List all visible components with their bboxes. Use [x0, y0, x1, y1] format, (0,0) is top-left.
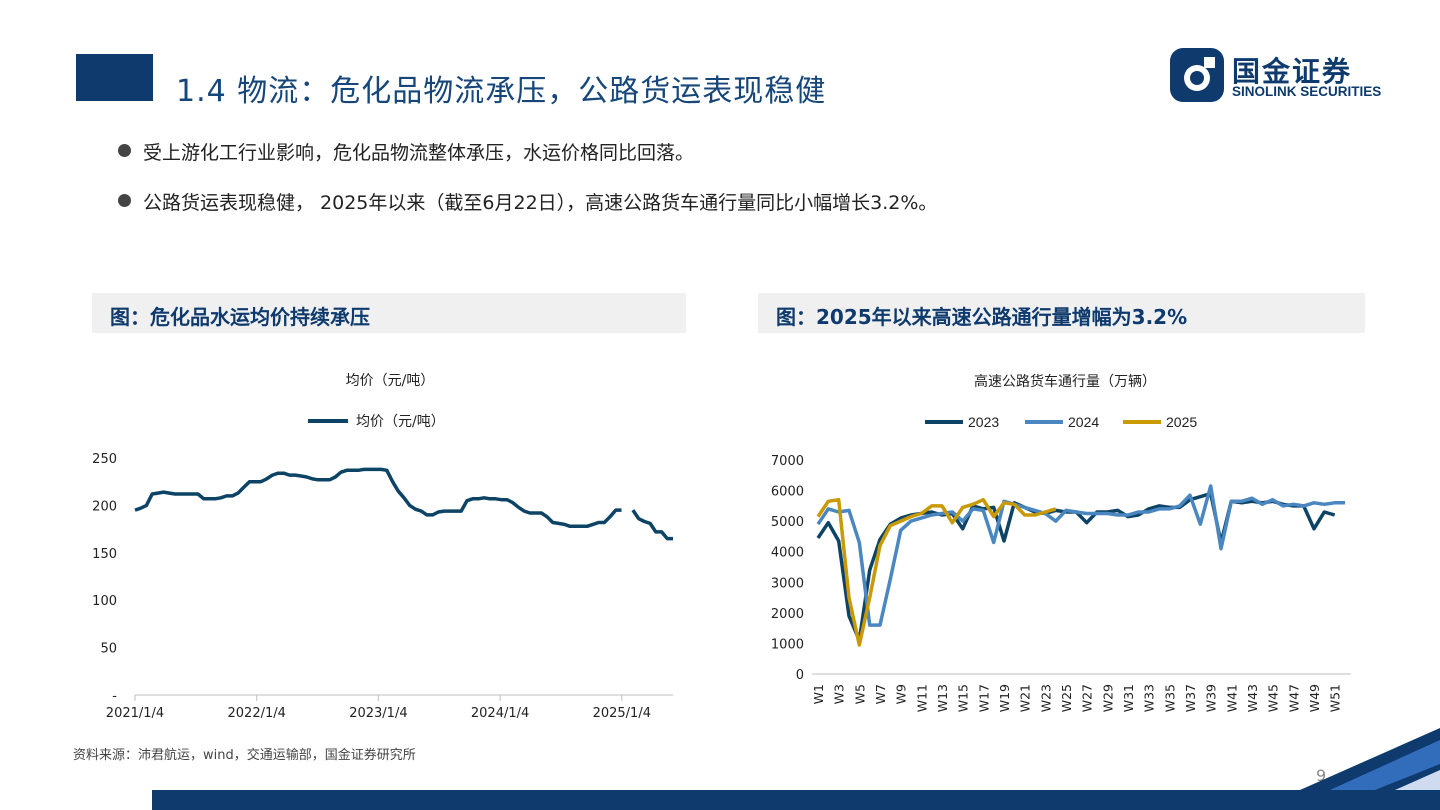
x-tick-label: W19 [997, 684, 1012, 712]
x-tick-label: W31 [1121, 684, 1136, 712]
y-tick-label: 6000 [771, 485, 804, 500]
legend-label: 2024 [1068, 414, 1099, 430]
logo-text-en: SINOLINK SECURITIES [1232, 84, 1382, 99]
logo-text-cn: 国金证券 [1232, 55, 1353, 88]
y-tick-label: - [112, 689, 117, 704]
bullet-text: 受上游化工行业影响，危化品物流整体承压，水运价格同比回落。 [143, 142, 695, 164]
x-tick-label: W21 [1018, 684, 1033, 712]
x-tick-label: W41 [1224, 684, 1239, 712]
y-tick-label: 1000 [771, 637, 804, 652]
y-tick-label: 250 [92, 452, 117, 467]
legend-label: 2025 [1166, 414, 1197, 430]
x-tick-label: W33 [1142, 684, 1157, 712]
right-chart-heading: 图：2025年以来高速公路通行量增幅为3.2% [758, 293, 1365, 333]
bullet-dot-icon [118, 194, 131, 207]
x-tick-label: W51 [1328, 684, 1343, 712]
series-line-2024 [816, 484, 1345, 627]
x-tick-label: W13 [935, 684, 950, 712]
x-tick-label: W1 [811, 684, 826, 704]
x-tick-label: 2024/1/4 [471, 706, 529, 721]
x-tick-label: W11 [914, 684, 929, 712]
x-tick-label: W27 [1080, 684, 1095, 712]
bullet-item: 受上游化工行业影响，危化品物流整体承压，水运价格同比回落。 [118, 138, 694, 165]
x-tick-label: 2025/1/4 [593, 706, 651, 721]
left-chart-heading-text: 图：危化品水运均价持续承压 [110, 305, 370, 329]
x-tick-label: W3 [832, 684, 847, 704]
y-tick-label: 4000 [771, 546, 804, 561]
traffic-line-chart: 高速公路货车通行量（万辆） 2023 2024 2025 0 1000 2000 3000 40… [771, 373, 1351, 712]
y-tick-label: 100 [92, 594, 117, 609]
x-tick-label: W23 [1038, 684, 1053, 712]
x-tick-label: W9 [894, 684, 909, 704]
x-tick-label: 2023/1/4 [349, 706, 407, 721]
x-tick-label: W5 [852, 684, 867, 704]
x-tick-label: 2022/1/4 [228, 706, 286, 721]
x-tick-label: W25 [1059, 684, 1074, 712]
chart-title: 高速公路货车通行量（万辆） [974, 373, 1156, 390]
chart-title: 均价（元/吨） [346, 373, 435, 389]
x-tick-label: W7 [873, 684, 888, 704]
legend-label: 2023 [968, 414, 999, 430]
y-tick-label: 200 [92, 499, 117, 514]
left-chart-heading: 图：危化品水运均价持续承压 [92, 293, 686, 333]
x-tick-label: 2021/1/4 [106, 706, 164, 721]
y-tick-label: 2000 [771, 607, 804, 622]
right-chart-heading-text: 图：2025年以来高速公路通行量增幅为3.2% [776, 305, 1188, 329]
price-line-chart: 均价（元/吨） 均价（元/吨） - 50 100 150 200 250 2021/1/4 202… [92, 373, 673, 721]
title-accent-block [76, 54, 153, 101]
x-tick-label: W43 [1245, 684, 1260, 712]
bullet-text: 公路货运表现稳健， 2025年以来（截至6月22日），高速公路货车通行量同比小幅… [143, 192, 938, 214]
y-tick-label: 0 [796, 668, 804, 683]
footer-band [152, 728, 1440, 810]
x-tick-label: W17 [976, 684, 991, 712]
x-tick-label: W47 [1286, 684, 1301, 712]
series-line-2023 [816, 491, 1336, 643]
y-tick-label: 50 [100, 642, 117, 657]
x-tick-label: W37 [1183, 684, 1198, 712]
series-line-price [134, 467, 673, 541]
page-number: 9 [1316, 766, 1327, 785]
x-tick-label: W49 [1307, 684, 1322, 712]
y-tick-label: 3000 [771, 576, 804, 591]
x-tick-label: W15 [956, 684, 971, 712]
series-line-2025 [816, 497, 1057, 647]
x-tick-label: W29 [1100, 684, 1115, 712]
source-note: 资料来源：沛君航运，wind，交通运输部，国金证券研究所 [73, 748, 416, 763]
x-tick-label: W35 [1162, 684, 1177, 712]
x-tick-label: W39 [1204, 684, 1219, 712]
logo-mark-icon [1170, 48, 1224, 102]
x-tick-label: W45 [1266, 684, 1281, 712]
y-tick-label: 150 [92, 547, 117, 562]
bullet-dot-icon [118, 144, 131, 157]
legend-label: 均价（元/吨） [356, 414, 445, 430]
y-tick-label: 7000 [771, 454, 804, 469]
page-title: 1.4 物流：危化品物流承压，公路货运表现稳健 [176, 74, 827, 109]
bullet-item: 公路货运表现稳健， 2025年以来（截至6月22日），高速公路货车通行量同比小幅… [118, 188, 937, 215]
logo: 国金证券 SINOLINK SECURITIES [1170, 48, 1410, 104]
y-tick-label: 5000 [771, 515, 804, 530]
